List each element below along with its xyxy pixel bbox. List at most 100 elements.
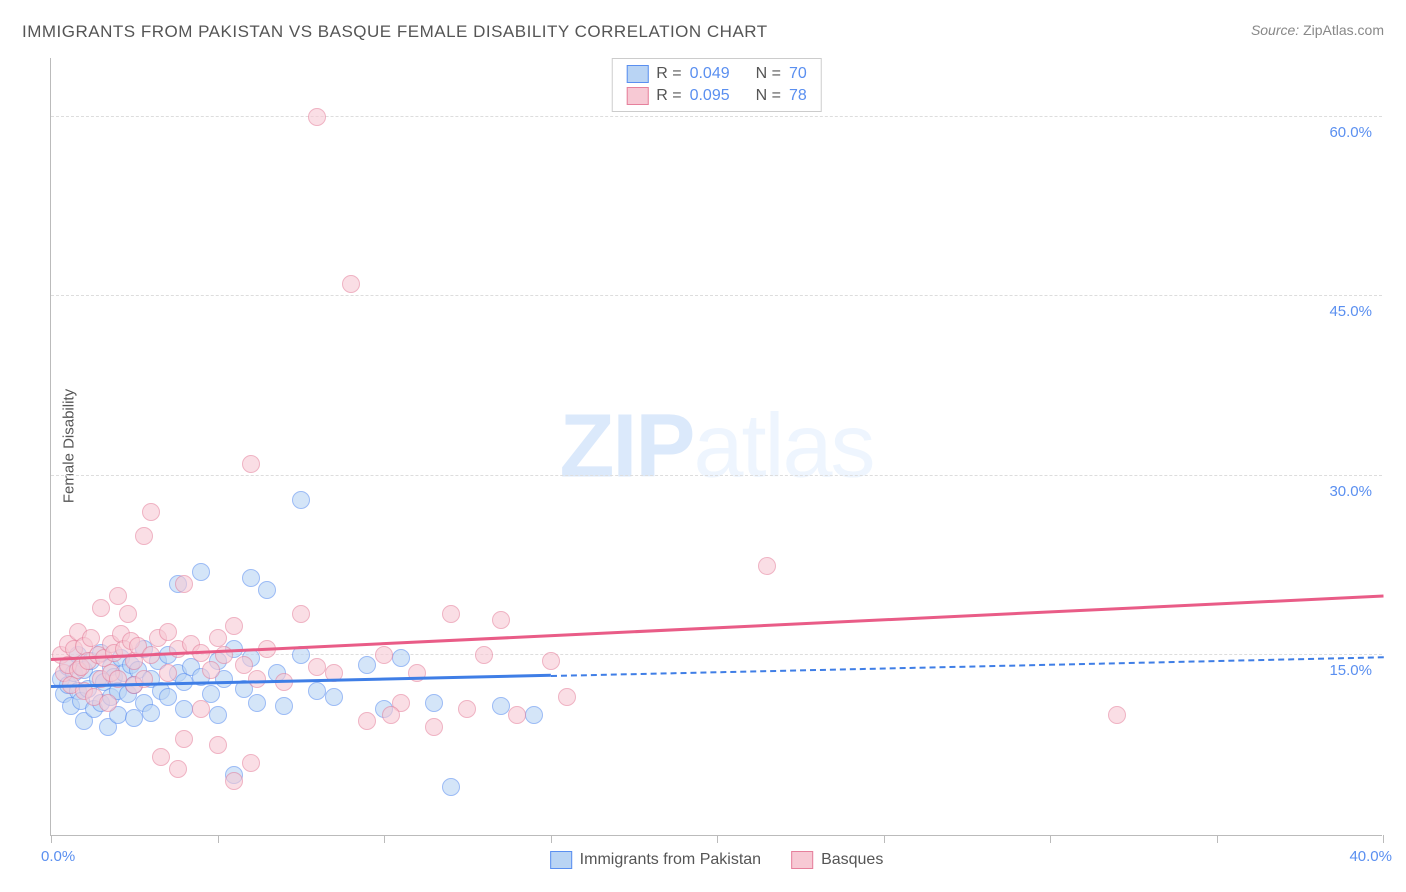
legend-series-bottom: Immigrants from Pakistan Basques bbox=[550, 851, 884, 869]
scatter-point-pakistan bbox=[175, 700, 193, 718]
scatter-point-basques bbox=[425, 718, 443, 736]
scatter-point-pakistan bbox=[275, 697, 293, 715]
legend-n-label: N = bbox=[756, 65, 781, 83]
scatter-point-basques bbox=[508, 706, 526, 724]
watermark-rest: atlas bbox=[693, 396, 873, 496]
scatter-point-basques bbox=[202, 661, 220, 679]
x-tick bbox=[884, 835, 885, 843]
scatter-point-basques bbox=[492, 611, 510, 629]
legend-n-value-pakistan: 70 bbox=[789, 65, 807, 83]
scatter-point-pakistan bbox=[142, 704, 160, 722]
scatter-point-basques bbox=[308, 108, 326, 126]
legend-bottom-swatch-basques bbox=[791, 851, 813, 869]
legend-r-value-basques: 0.095 bbox=[690, 87, 730, 105]
source-attribution: Source: ZipAtlas.com bbox=[1251, 22, 1384, 38]
scatter-point-pakistan bbox=[392, 649, 410, 667]
scatter-point-pakistan bbox=[358, 656, 376, 674]
scatter-point-basques bbox=[209, 629, 227, 647]
legend-row-basques: R = 0.095 N = 78 bbox=[626, 85, 807, 107]
x-tick bbox=[384, 835, 385, 843]
scatter-point-pakistan bbox=[425, 694, 443, 712]
legend-r-label: R = bbox=[656, 87, 681, 105]
gridline-y bbox=[51, 475, 1382, 476]
scatter-point-pakistan bbox=[248, 694, 266, 712]
legend-correlation-box: R = 0.049 N = 70 R = 0.095 N = 78 bbox=[611, 58, 822, 112]
scatter-point-basques bbox=[175, 575, 193, 593]
trendline-pakistan-dashed bbox=[550, 656, 1383, 677]
scatter-point-basques bbox=[119, 605, 137, 623]
scatter-point-basques bbox=[152, 748, 170, 766]
legend-r-label: R = bbox=[656, 65, 681, 83]
scatter-point-pakistan bbox=[242, 569, 260, 587]
y-tick-label: 45.0% bbox=[1329, 303, 1372, 320]
source-value: ZipAtlas.com bbox=[1303, 22, 1384, 38]
source-label: Source: bbox=[1251, 22, 1299, 38]
scatter-point-basques bbox=[292, 605, 310, 623]
scatter-point-basques bbox=[169, 760, 187, 778]
scatter-point-basques bbox=[175, 730, 193, 748]
y-tick-label: 15.0% bbox=[1329, 662, 1372, 679]
scatter-point-pakistan bbox=[192, 563, 210, 581]
scatter-point-basques bbox=[135, 527, 153, 545]
scatter-point-basques bbox=[159, 623, 177, 641]
legend-row-pakistan: R = 0.049 N = 70 bbox=[626, 63, 807, 85]
scatter-point-basques bbox=[192, 700, 210, 718]
x-tick-label-max: 40.0% bbox=[1349, 848, 1392, 865]
watermark-bold: ZIP bbox=[559, 396, 693, 496]
scatter-point-basques bbox=[225, 772, 243, 790]
scatter-point-basques bbox=[209, 736, 227, 754]
scatter-point-basques bbox=[458, 700, 476, 718]
x-tick-label-min: 0.0% bbox=[41, 848, 75, 865]
gridline-y bbox=[51, 116, 1382, 117]
scatter-point-basques bbox=[235, 656, 253, 674]
scatter-point-basques bbox=[382, 706, 400, 724]
scatter-point-basques bbox=[99, 694, 117, 712]
scatter-point-basques bbox=[92, 599, 110, 617]
scatter-point-basques bbox=[159, 664, 177, 682]
scatter-point-basques bbox=[558, 688, 576, 706]
x-tick bbox=[1217, 835, 1218, 843]
legend-n-label: N = bbox=[756, 87, 781, 105]
scatter-point-pakistan bbox=[308, 682, 326, 700]
gridline-y bbox=[51, 295, 1382, 296]
scatter-point-pakistan bbox=[202, 685, 220, 703]
trendline-basques-solid bbox=[51, 595, 1383, 661]
x-tick bbox=[51, 835, 52, 843]
scatter-point-basques bbox=[242, 455, 260, 473]
legend-r-value-pakistan: 0.049 bbox=[690, 65, 730, 83]
scatter-point-pakistan bbox=[525, 706, 543, 724]
scatter-point-basques bbox=[758, 557, 776, 575]
legend-bottom-swatch-pakistan bbox=[550, 851, 572, 869]
x-tick bbox=[218, 835, 219, 843]
scatter-point-basques bbox=[82, 629, 100, 647]
legend-swatch-pakistan bbox=[626, 65, 648, 83]
scatter-point-basques bbox=[342, 275, 360, 293]
chart-plot-area: ZIPatlas R = 0.049N = 70R = 0.095N = 78 … bbox=[50, 58, 1382, 836]
scatter-point-pakistan bbox=[442, 778, 460, 796]
legend-bottom-item-pakistan: Immigrants from Pakistan bbox=[550, 851, 761, 869]
x-tick bbox=[1050, 835, 1051, 843]
scatter-point-basques bbox=[142, 503, 160, 521]
scatter-point-basques bbox=[1108, 706, 1126, 724]
scatter-point-basques bbox=[225, 617, 243, 635]
scatter-point-pakistan bbox=[258, 581, 276, 599]
scatter-point-pakistan bbox=[209, 706, 227, 724]
scatter-point-basques bbox=[542, 652, 560, 670]
scatter-point-basques bbox=[358, 712, 376, 730]
legend-n-value-basques: 78 bbox=[789, 87, 807, 105]
legend-swatch-basques bbox=[626, 87, 648, 105]
scatter-point-basques bbox=[475, 646, 493, 664]
legend-bottom-label-pakistan: Immigrants from Pakistan bbox=[580, 851, 761, 869]
scatter-point-pakistan bbox=[292, 491, 310, 509]
scatter-point-basques bbox=[109, 587, 127, 605]
scatter-point-pakistan bbox=[325, 688, 343, 706]
y-tick-label: 60.0% bbox=[1329, 124, 1372, 141]
scatter-point-pakistan bbox=[492, 697, 510, 715]
scatter-point-basques bbox=[242, 754, 260, 772]
scatter-point-basques bbox=[375, 646, 393, 664]
scatter-point-basques bbox=[308, 658, 326, 676]
x-tick bbox=[1383, 835, 1384, 843]
x-tick bbox=[551, 835, 552, 843]
legend-bottom-item-basques: Basques bbox=[791, 851, 883, 869]
chart-title: IMMIGRANTS FROM PAKISTAN VS BASQUE FEMAL… bbox=[22, 22, 768, 42]
